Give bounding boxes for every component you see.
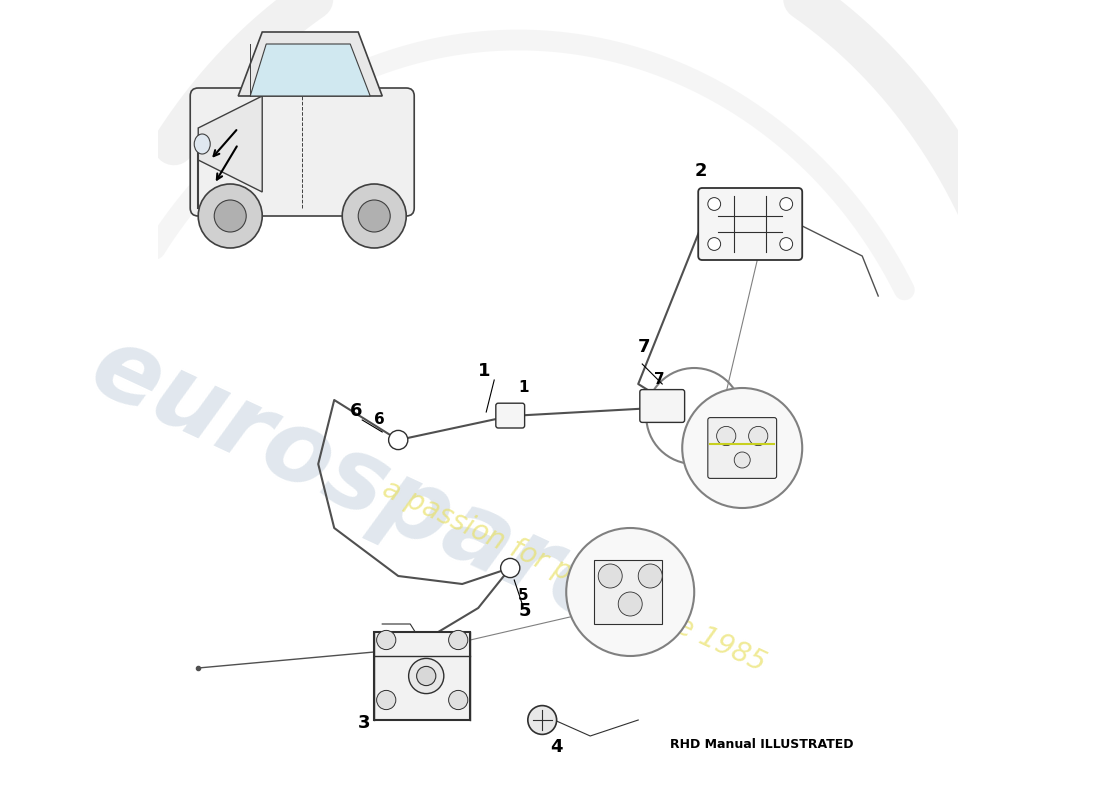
Circle shape (734, 452, 750, 468)
Circle shape (408, 658, 443, 694)
FancyBboxPatch shape (190, 88, 415, 216)
Circle shape (780, 198, 793, 210)
Circle shape (342, 184, 406, 248)
Circle shape (707, 238, 721, 250)
FancyBboxPatch shape (698, 188, 802, 260)
Circle shape (716, 426, 736, 446)
Text: 5: 5 (518, 602, 530, 620)
FancyBboxPatch shape (594, 560, 662, 624)
Text: eurospares: eurospares (75, 318, 690, 674)
Circle shape (214, 200, 246, 232)
Circle shape (388, 430, 408, 450)
Circle shape (417, 666, 436, 686)
Text: 3: 3 (359, 714, 371, 732)
Circle shape (449, 630, 468, 650)
Text: 5: 5 (518, 588, 529, 603)
Circle shape (449, 690, 468, 710)
Circle shape (359, 200, 390, 232)
FancyBboxPatch shape (707, 418, 777, 478)
Circle shape (376, 690, 396, 710)
Text: 6: 6 (350, 402, 363, 420)
Text: 6: 6 (374, 412, 385, 427)
Circle shape (618, 592, 642, 616)
Text: 7: 7 (638, 338, 651, 356)
Circle shape (682, 388, 802, 508)
FancyBboxPatch shape (374, 632, 470, 720)
Circle shape (638, 564, 662, 588)
Polygon shape (250, 44, 371, 96)
Text: 7: 7 (654, 372, 664, 387)
Polygon shape (239, 32, 382, 96)
Text: a passion for parts since 1985: a passion for parts since 1985 (378, 474, 770, 678)
Text: 1: 1 (518, 380, 529, 395)
Circle shape (500, 558, 520, 578)
Circle shape (566, 528, 694, 656)
Circle shape (707, 198, 721, 210)
FancyBboxPatch shape (496, 403, 525, 428)
Text: 2: 2 (694, 162, 706, 180)
Circle shape (749, 426, 768, 446)
Circle shape (198, 184, 262, 248)
Polygon shape (198, 96, 262, 192)
Circle shape (780, 238, 793, 250)
Circle shape (376, 630, 396, 650)
Text: 4: 4 (550, 738, 563, 756)
FancyBboxPatch shape (640, 390, 684, 422)
Circle shape (598, 564, 623, 588)
Text: 1: 1 (478, 362, 491, 380)
Circle shape (528, 706, 557, 734)
Text: RHD Manual ILLUSTRATED: RHD Manual ILLUSTRATED (670, 738, 854, 750)
Ellipse shape (195, 134, 210, 154)
